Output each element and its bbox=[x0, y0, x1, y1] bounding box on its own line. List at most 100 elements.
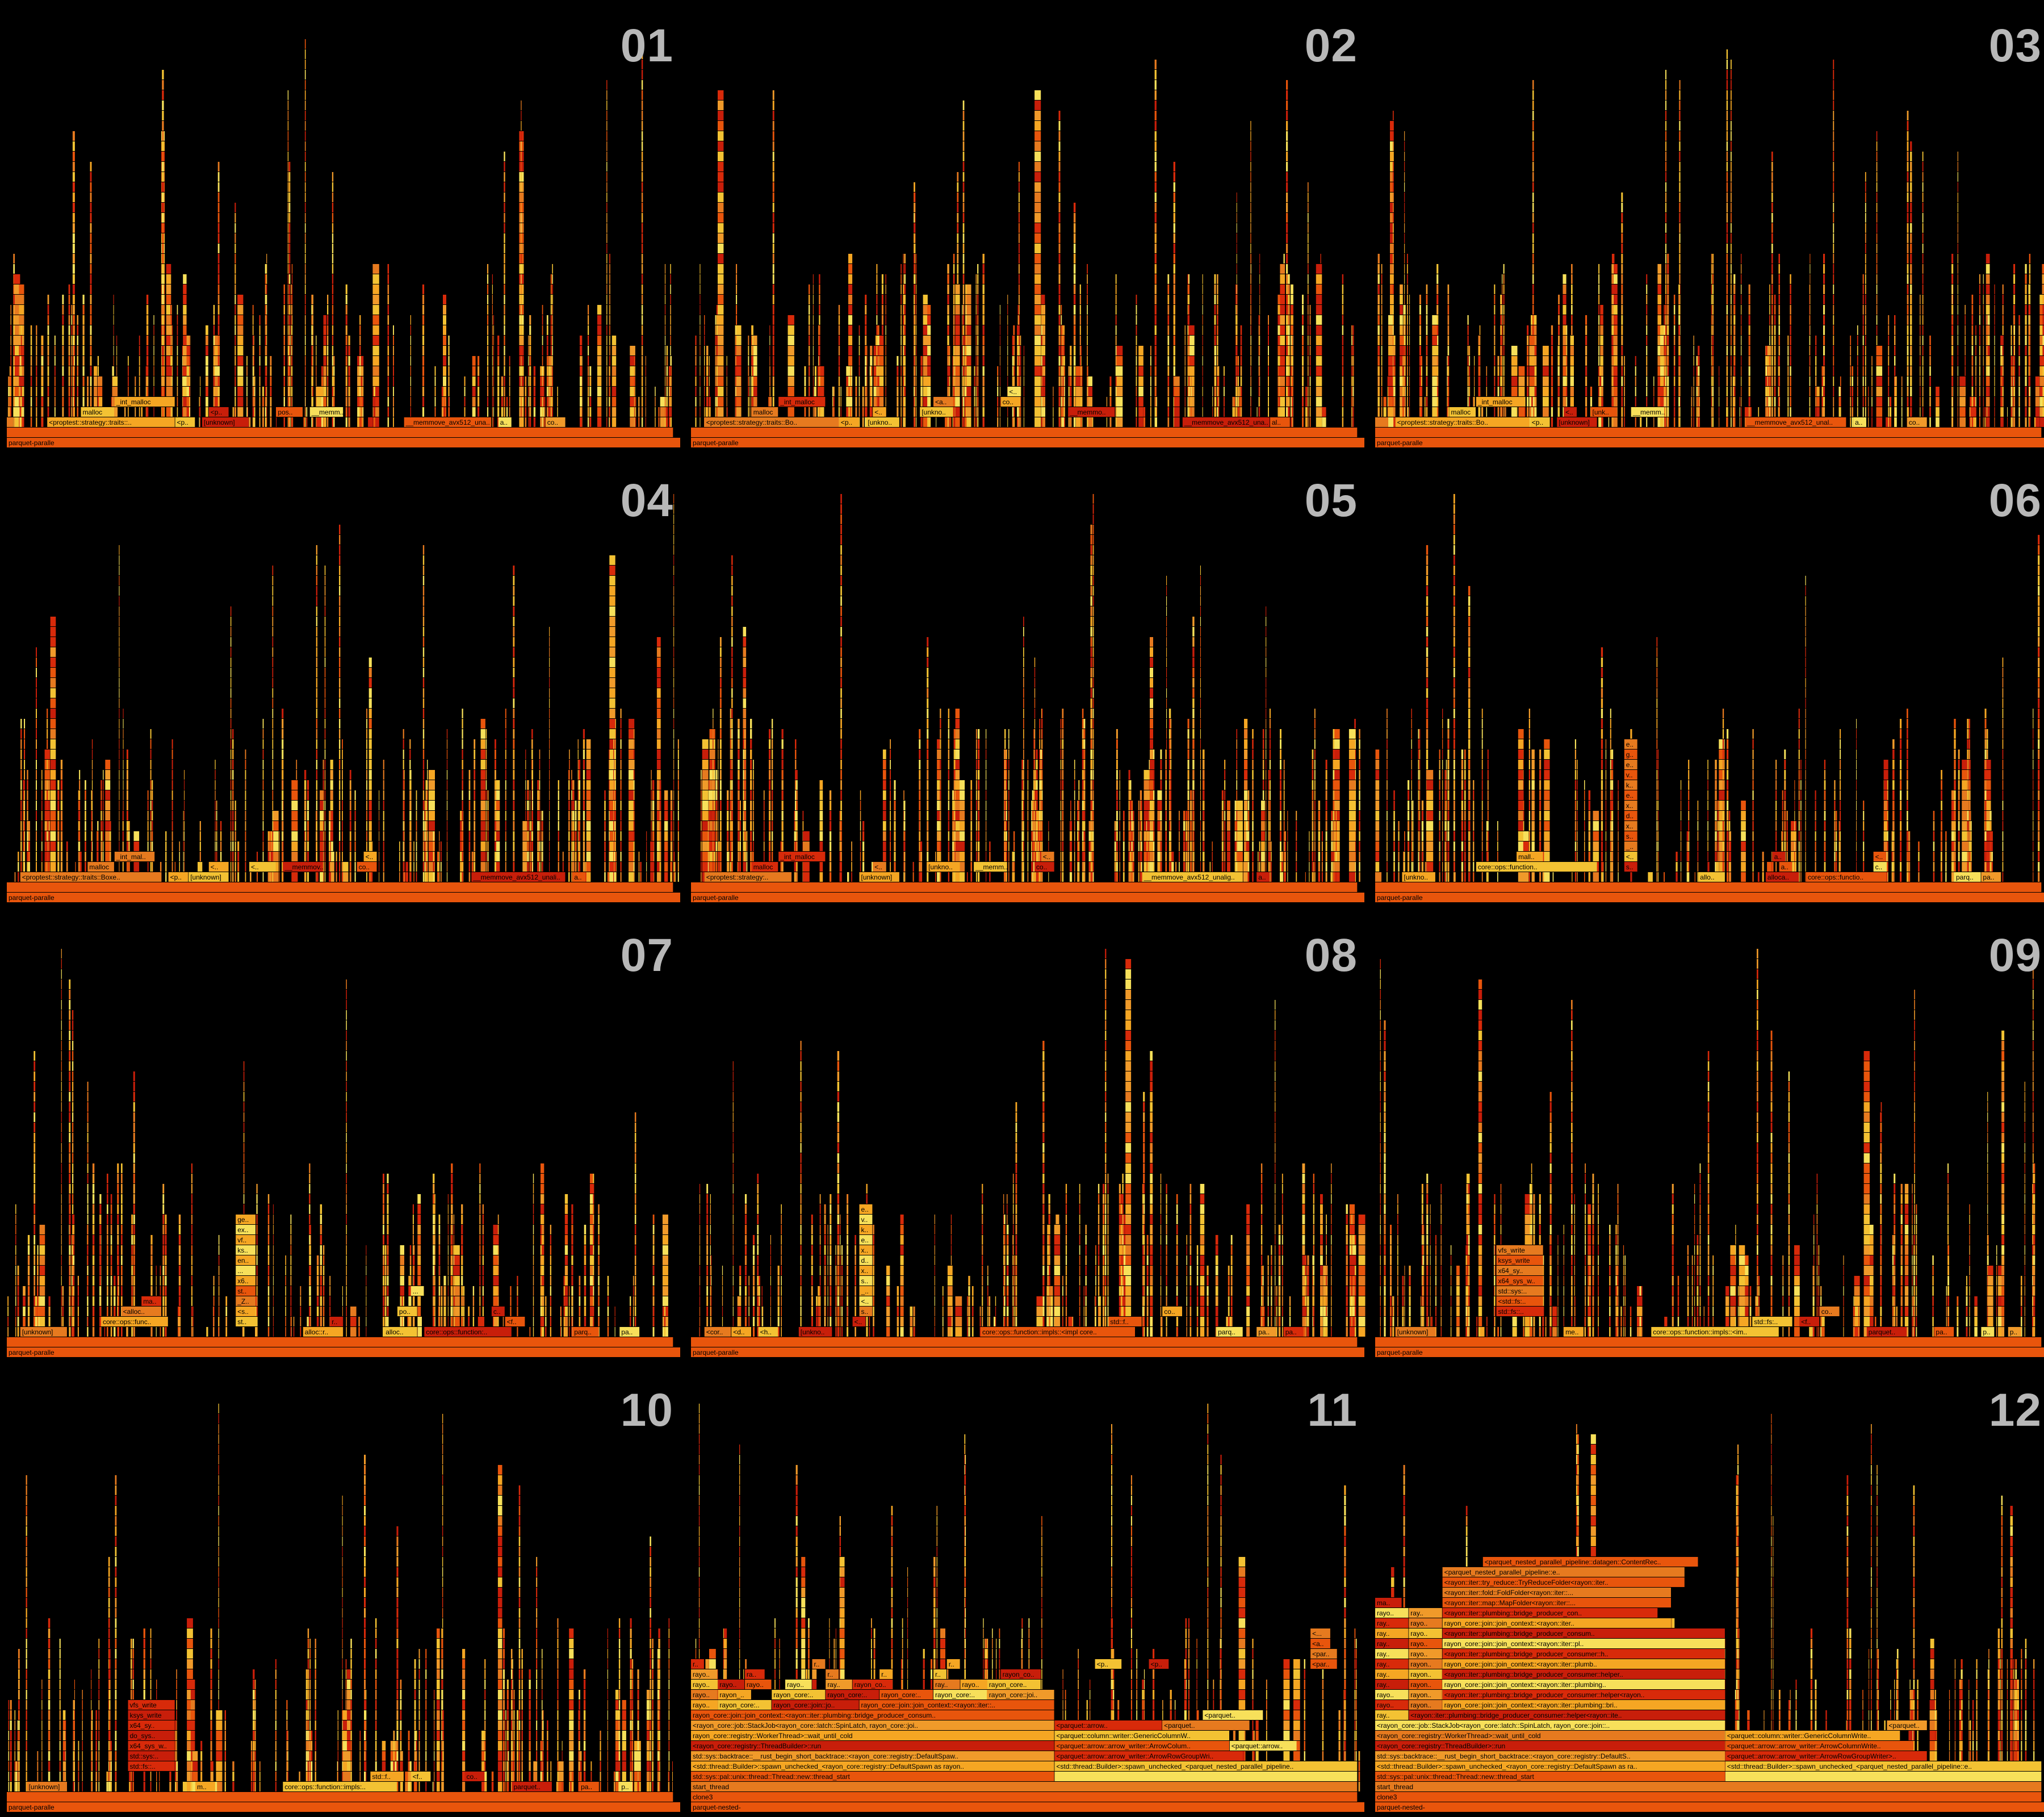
flame-frame[interactable]: <a.. bbox=[933, 397, 953, 407]
flame-root-frame[interactable]: parquet-paralle bbox=[7, 438, 680, 447]
flame-frame[interactable]: pos.. bbox=[276, 407, 303, 417]
flame-frame bbox=[752, 376, 753, 386]
flame-frame bbox=[881, 315, 883, 325]
flame-frame bbox=[641, 80, 643, 90]
flame-frame bbox=[869, 407, 872, 417]
flame-frame bbox=[1286, 121, 1288, 131]
flame-frame bbox=[641, 356, 643, 366]
flame-frame[interactable]: co.. bbox=[1000, 397, 1021, 407]
flame-frame bbox=[666, 356, 668, 366]
flame-frame bbox=[1865, 356, 1866, 366]
flame-frame bbox=[1286, 213, 1288, 223]
flame-frame[interactable]: __memmo.. bbox=[1068, 407, 1115, 417]
flame-frame[interactable] bbox=[7, 428, 673, 437]
flame-frame[interactable]: __memm.. bbox=[309, 407, 344, 417]
flame-frame bbox=[1073, 264, 1076, 274]
flame-frame[interactable]: al.. bbox=[1270, 417, 1290, 427]
flame-frame[interactable]: malloc bbox=[81, 407, 115, 417]
flame-frame bbox=[1308, 305, 1309, 315]
flame-frame bbox=[1994, 376, 1995, 386]
flame-frame bbox=[493, 397, 494, 407]
flame-frame bbox=[1058, 356, 1061, 366]
flame-frame bbox=[1778, 264, 1780, 274]
flame-frame bbox=[704, 417, 705, 427]
flame-frame bbox=[183, 274, 187, 284]
flame-frame bbox=[920, 356, 923, 366]
flame-frame bbox=[237, 366, 244, 376]
flame-frame[interactable]: co.. bbox=[545, 417, 566, 427]
flame-frame bbox=[68, 366, 70, 376]
flame-frame bbox=[634, 407, 635, 417]
flame-frame bbox=[1075, 366, 1083, 376]
flame-frame bbox=[1865, 192, 1866, 202]
flame-frame[interactable]: <proptest::strategy::traits::Bo.. bbox=[704, 417, 839, 427]
flame-frame bbox=[850, 366, 852, 376]
flame-frame bbox=[1308, 244, 1309, 253]
flame-frame bbox=[146, 325, 149, 335]
flame-frame bbox=[1174, 417, 1180, 427]
flame-frame[interactable]: __memmove_avx512_una.. bbox=[1182, 417, 1270, 427]
flame-frame bbox=[1308, 387, 1309, 396]
flame-frame bbox=[422, 407, 425, 417]
flame-frame bbox=[1733, 274, 1736, 284]
flame-frame[interactable]: a.. bbox=[498, 417, 512, 427]
flame-frame[interactable]: _int_malloc bbox=[114, 397, 175, 407]
flame-frame bbox=[1571, 284, 1573, 294]
flame-frame bbox=[897, 366, 899, 376]
flame-frame bbox=[1352, 336, 1354, 345]
flame-frame bbox=[1286, 325, 1288, 335]
flame-frame[interactable]: <.. bbox=[1007, 387, 1021, 396]
flame-frame bbox=[914, 417, 915, 427]
flame-frame bbox=[177, 336, 178, 345]
flame-frame bbox=[185, 366, 191, 376]
flame-frame bbox=[1188, 366, 1195, 376]
flame-frame bbox=[504, 366, 505, 376]
flame-frame[interactable] bbox=[691, 428, 1358, 437]
flame-frame bbox=[542, 336, 543, 345]
flame-frame bbox=[606, 223, 608, 233]
flame-frame bbox=[606, 356, 608, 366]
flame-frame bbox=[588, 387, 589, 396]
flame-frame bbox=[199, 407, 200, 417]
flame-frame bbox=[1778, 356, 1780, 366]
flame-frame bbox=[1018, 203, 1020, 212]
flame-frame bbox=[321, 366, 324, 376]
flame-frame[interactable]: [unkno.. bbox=[866, 417, 899, 427]
flame-frame[interactable]: <p.. bbox=[839, 417, 859, 427]
flame-frame bbox=[1894, 325, 1896, 335]
flame-frame bbox=[372, 397, 379, 407]
flame-frame[interactable]: <p.. bbox=[175, 417, 195, 427]
flame-frame[interactable]: __memmove_avx512_una.. bbox=[404, 417, 492, 427]
flame-frame bbox=[1598, 417, 1600, 427]
flame-frame[interactable]: <.. bbox=[873, 407, 886, 417]
flame-frame bbox=[1268, 336, 1269, 345]
flame-frame bbox=[1064, 417, 1065, 427]
flame-frame bbox=[955, 315, 960, 325]
flame-frame bbox=[1017, 366, 1019, 376]
flame-root-frame[interactable]: parquet-paralle bbox=[691, 438, 1364, 447]
flame-frame[interactable]: _int_malloc bbox=[778, 397, 826, 407]
flame-frame bbox=[1115, 336, 1117, 345]
flame-frame bbox=[1833, 305, 1834, 315]
flame-frame bbox=[1910, 223, 1912, 233]
flame-frame[interactable]: malloc bbox=[751, 407, 778, 417]
flame-frame bbox=[866, 407, 868, 417]
flame-frame bbox=[858, 387, 860, 396]
flame-frame bbox=[550, 366, 552, 376]
flame-frame bbox=[1447, 397, 1450, 407]
flame-stack bbox=[234, 203, 236, 427]
flame-frame[interactable]: <proptest::strategy::traits::.. bbox=[47, 417, 175, 427]
flame-frame bbox=[1352, 407, 1354, 417]
flame-frame[interactable] bbox=[7, 417, 14, 427]
flame-frame bbox=[166, 284, 171, 294]
flame-frame[interactable]: [unkno.. bbox=[920, 407, 953, 417]
flame-frame[interactable]: <p.. bbox=[208, 407, 229, 417]
flame-frame bbox=[1665, 233, 1666, 243]
flame-frame bbox=[1184, 325, 1186, 335]
flame-frame bbox=[658, 407, 660, 417]
flame-frame bbox=[641, 101, 643, 110]
flame-frame bbox=[1250, 141, 1251, 151]
flame-frame[interactable]: [unknown] bbox=[202, 417, 249, 427]
flame-frame bbox=[900, 366, 902, 376]
flame-frame bbox=[82, 366, 85, 376]
